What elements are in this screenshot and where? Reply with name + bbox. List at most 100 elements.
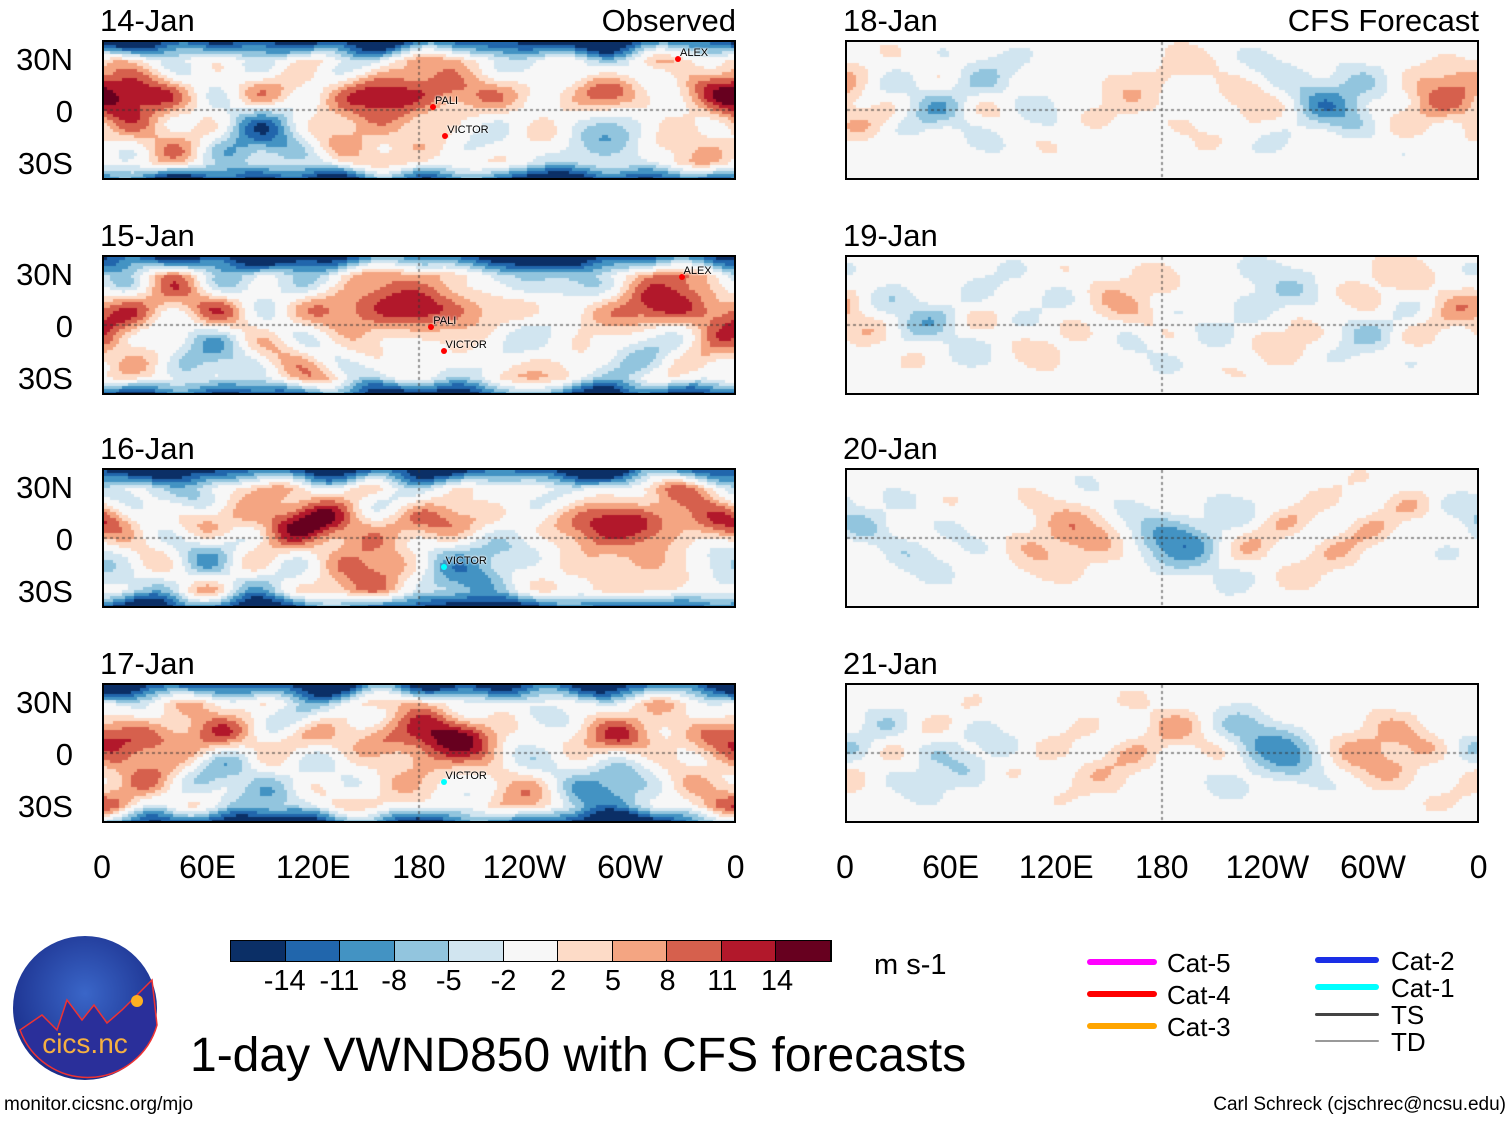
lon-tick-label: 0 xyxy=(93,849,111,885)
cicsnc-logo: cics.nc xyxy=(13,936,158,1080)
colorbar-label: -14 xyxy=(263,965,306,997)
lon-tick-label: 120E xyxy=(275,849,351,885)
storm-track-marker xyxy=(442,132,449,139)
colorbar-label: -2 xyxy=(490,965,517,997)
lat-tick-label: 0 xyxy=(55,94,73,129)
svg-text:cics.nc: cics.nc xyxy=(42,1028,128,1059)
lon-tick-label: 60E xyxy=(179,849,237,885)
lon-tick-label: 180 xyxy=(392,849,446,885)
colorbar-swatch xyxy=(503,941,559,961)
lat-tick-label: 30N xyxy=(16,42,73,77)
colorbar-label: 11 xyxy=(707,965,738,997)
panel-date: 21-Jan xyxy=(843,646,938,681)
storm-track-marker xyxy=(440,778,447,785)
storm-label: VICTOR xyxy=(445,769,487,782)
legend-label: Cat-3 xyxy=(1167,1012,1231,1042)
legend-label: TD xyxy=(1391,1027,1426,1057)
lon-tick-label: 180 xyxy=(1135,849,1189,885)
panel-date: 15-Jan xyxy=(100,218,195,253)
panel-date: 16-Jan xyxy=(100,431,195,466)
storm-label: ALEX xyxy=(680,47,709,59)
colorbar-swatch xyxy=(340,941,395,961)
vwnd-field xyxy=(847,470,1477,606)
storm-track-marker xyxy=(440,347,447,354)
colorbar-swatch xyxy=(285,941,341,961)
lat-tick-label: 0 xyxy=(55,309,73,344)
panel-date: 17-Jan xyxy=(100,646,195,681)
panel-date: 20-Jan xyxy=(843,431,938,466)
legend-line xyxy=(1315,1040,1379,1042)
legend-line xyxy=(1087,1023,1157,1029)
legend-label: TS xyxy=(1391,1000,1425,1030)
vwnd-field xyxy=(847,42,1477,178)
panel-date: 14-Jan xyxy=(100,3,195,38)
colorbar-label: 2 xyxy=(550,965,567,997)
map-panel: ALEX PALI VICTOR xyxy=(102,40,736,180)
storm-label: VICTOR xyxy=(445,554,487,567)
colorbar-swatch xyxy=(667,941,722,961)
forecast-header: CFS Forecast xyxy=(1287,3,1479,38)
colorbar-label: 8 xyxy=(659,965,676,997)
lon-tick-label: 120W xyxy=(482,849,567,885)
map-panel xyxy=(845,40,1479,180)
lat-tick-label: 30N xyxy=(16,470,73,505)
legend-label: Cat-5 xyxy=(1167,948,1231,978)
colorbar-units: m s-1 xyxy=(874,949,947,981)
map-panel: VICTOR xyxy=(102,683,736,823)
vwnd-field xyxy=(104,685,734,821)
lat-tick-label: 30S xyxy=(17,574,73,609)
colorbar-label: -5 xyxy=(435,965,462,997)
legend-line xyxy=(1087,991,1157,997)
storm-track-marker xyxy=(675,56,681,62)
legend-line xyxy=(1315,957,1379,963)
colorbar-swatch xyxy=(231,941,286,961)
legend-label: Cat-4 xyxy=(1167,980,1231,1010)
storm-track-marker xyxy=(428,323,435,330)
lon-tick-label: 120E xyxy=(1018,849,1094,885)
colorbar-swatch xyxy=(776,941,832,961)
lat-tick-label: 30S xyxy=(17,789,73,824)
vwnd-field xyxy=(847,685,1477,821)
map-panel: VICTOR xyxy=(102,468,736,608)
vwnd-field xyxy=(104,257,734,393)
vwnd-field xyxy=(104,42,734,178)
legend-line xyxy=(1315,1012,1379,1016)
legend-line xyxy=(1315,984,1379,990)
legend-line xyxy=(1087,959,1157,965)
author-credit: Carl Schreck (cjschrec@ncsu.edu) xyxy=(1213,1094,1506,1115)
colorbar-swatch xyxy=(394,941,450,961)
storm-track-marker xyxy=(430,103,436,110)
colorbar xyxy=(230,940,832,962)
lat-tick-label: 0 xyxy=(55,522,73,557)
map-panel: ALEX PALI VICTOR xyxy=(102,255,736,395)
lon-tick-label: 0 xyxy=(836,849,854,885)
vwnd-field xyxy=(104,470,734,606)
lon-tick-label: 0 xyxy=(726,849,745,885)
storm-label: ALEX xyxy=(683,265,712,278)
lat-tick-label: 30S xyxy=(17,146,73,181)
colorbar-label: 5 xyxy=(604,965,621,997)
storm-track-marker xyxy=(678,274,685,281)
vwnd-field xyxy=(847,257,1477,393)
colorbar-swatch xyxy=(612,941,668,961)
colorbar-swatch xyxy=(449,941,504,961)
storm-label: VICTOR xyxy=(447,123,489,136)
colorbar-label: 14 xyxy=(760,965,794,997)
lon-tick-label: 60W xyxy=(597,849,663,885)
storm-label: VICTOR xyxy=(445,338,487,351)
legend-label: Cat-2 xyxy=(1391,946,1455,976)
panel-date: 19-Jan xyxy=(843,218,938,253)
map-panel xyxy=(845,683,1479,823)
map-panel xyxy=(845,468,1479,608)
source-url[interactable]: monitor.cicsnc.org/mjo xyxy=(4,1094,194,1115)
lat-tick-label: 30N xyxy=(16,685,73,720)
colorbar-label: -11 xyxy=(319,965,360,997)
lat-tick-label: 30N xyxy=(16,257,73,292)
observed-header: Observed xyxy=(601,3,736,38)
legend-label: Cat-1 xyxy=(1391,973,1455,1003)
lat-tick-label: 0 xyxy=(55,737,73,772)
lat-tick-label: 30S xyxy=(17,361,73,396)
storm-track-marker xyxy=(440,563,447,570)
lon-tick-label: 0 xyxy=(1469,849,1488,885)
lon-tick-label: 60E xyxy=(922,849,980,885)
